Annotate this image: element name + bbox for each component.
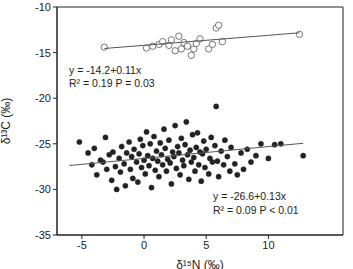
svg-text:10: 10 (262, 239, 274, 251)
html-text:R² = 0.09 P < 0.01: R² = 0.09 P < 0.01 (213, 204, 299, 216)
svg-text:-30: -30 (35, 183, 51, 195)
html-text:R² = 0.19 P = 0.03: R² = 0.19 P = 0.03 (69, 77, 155, 89)
html-text:y = -14.2+0.11x: y = -14.2+0.11x (69, 64, 142, 76)
svg-text:δ¹³C (‰): δ¹³C (‰) (0, 98, 13, 145)
svg-text:-35: -35 (35, 229, 51, 241)
html-text:y = -26.6+0.13x: y = -26.6+0.13x (213, 190, 286, 202)
svg-text:δ¹⁵N (‰): δ¹⁵N (‰) (176, 258, 224, 269)
svg-text:5: 5 (203, 239, 209, 251)
svg-text:-15: -15 (35, 47, 51, 59)
svg-text:-20: -20 (35, 92, 51, 104)
svg-text:-25: -25 (35, 138, 51, 150)
svg-text:0: 0 (141, 239, 147, 251)
svg-text:-10: -10 (35, 1, 51, 13)
svg-text:-5: -5 (77, 239, 87, 251)
